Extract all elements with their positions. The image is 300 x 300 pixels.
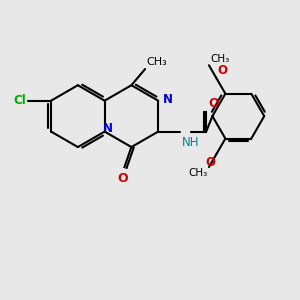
Text: NH: NH — [182, 136, 199, 149]
Text: O: O — [205, 156, 215, 169]
Text: N: N — [103, 122, 112, 135]
Text: Cl: Cl — [13, 94, 26, 107]
Text: O: O — [118, 172, 128, 185]
Text: O: O — [218, 64, 227, 77]
Text: O: O — [208, 97, 219, 110]
Text: CH₃: CH₃ — [147, 57, 167, 67]
Text: CH₃: CH₃ — [210, 54, 230, 64]
Text: CH₃: CH₃ — [188, 168, 208, 178]
Text: N: N — [163, 93, 173, 106]
